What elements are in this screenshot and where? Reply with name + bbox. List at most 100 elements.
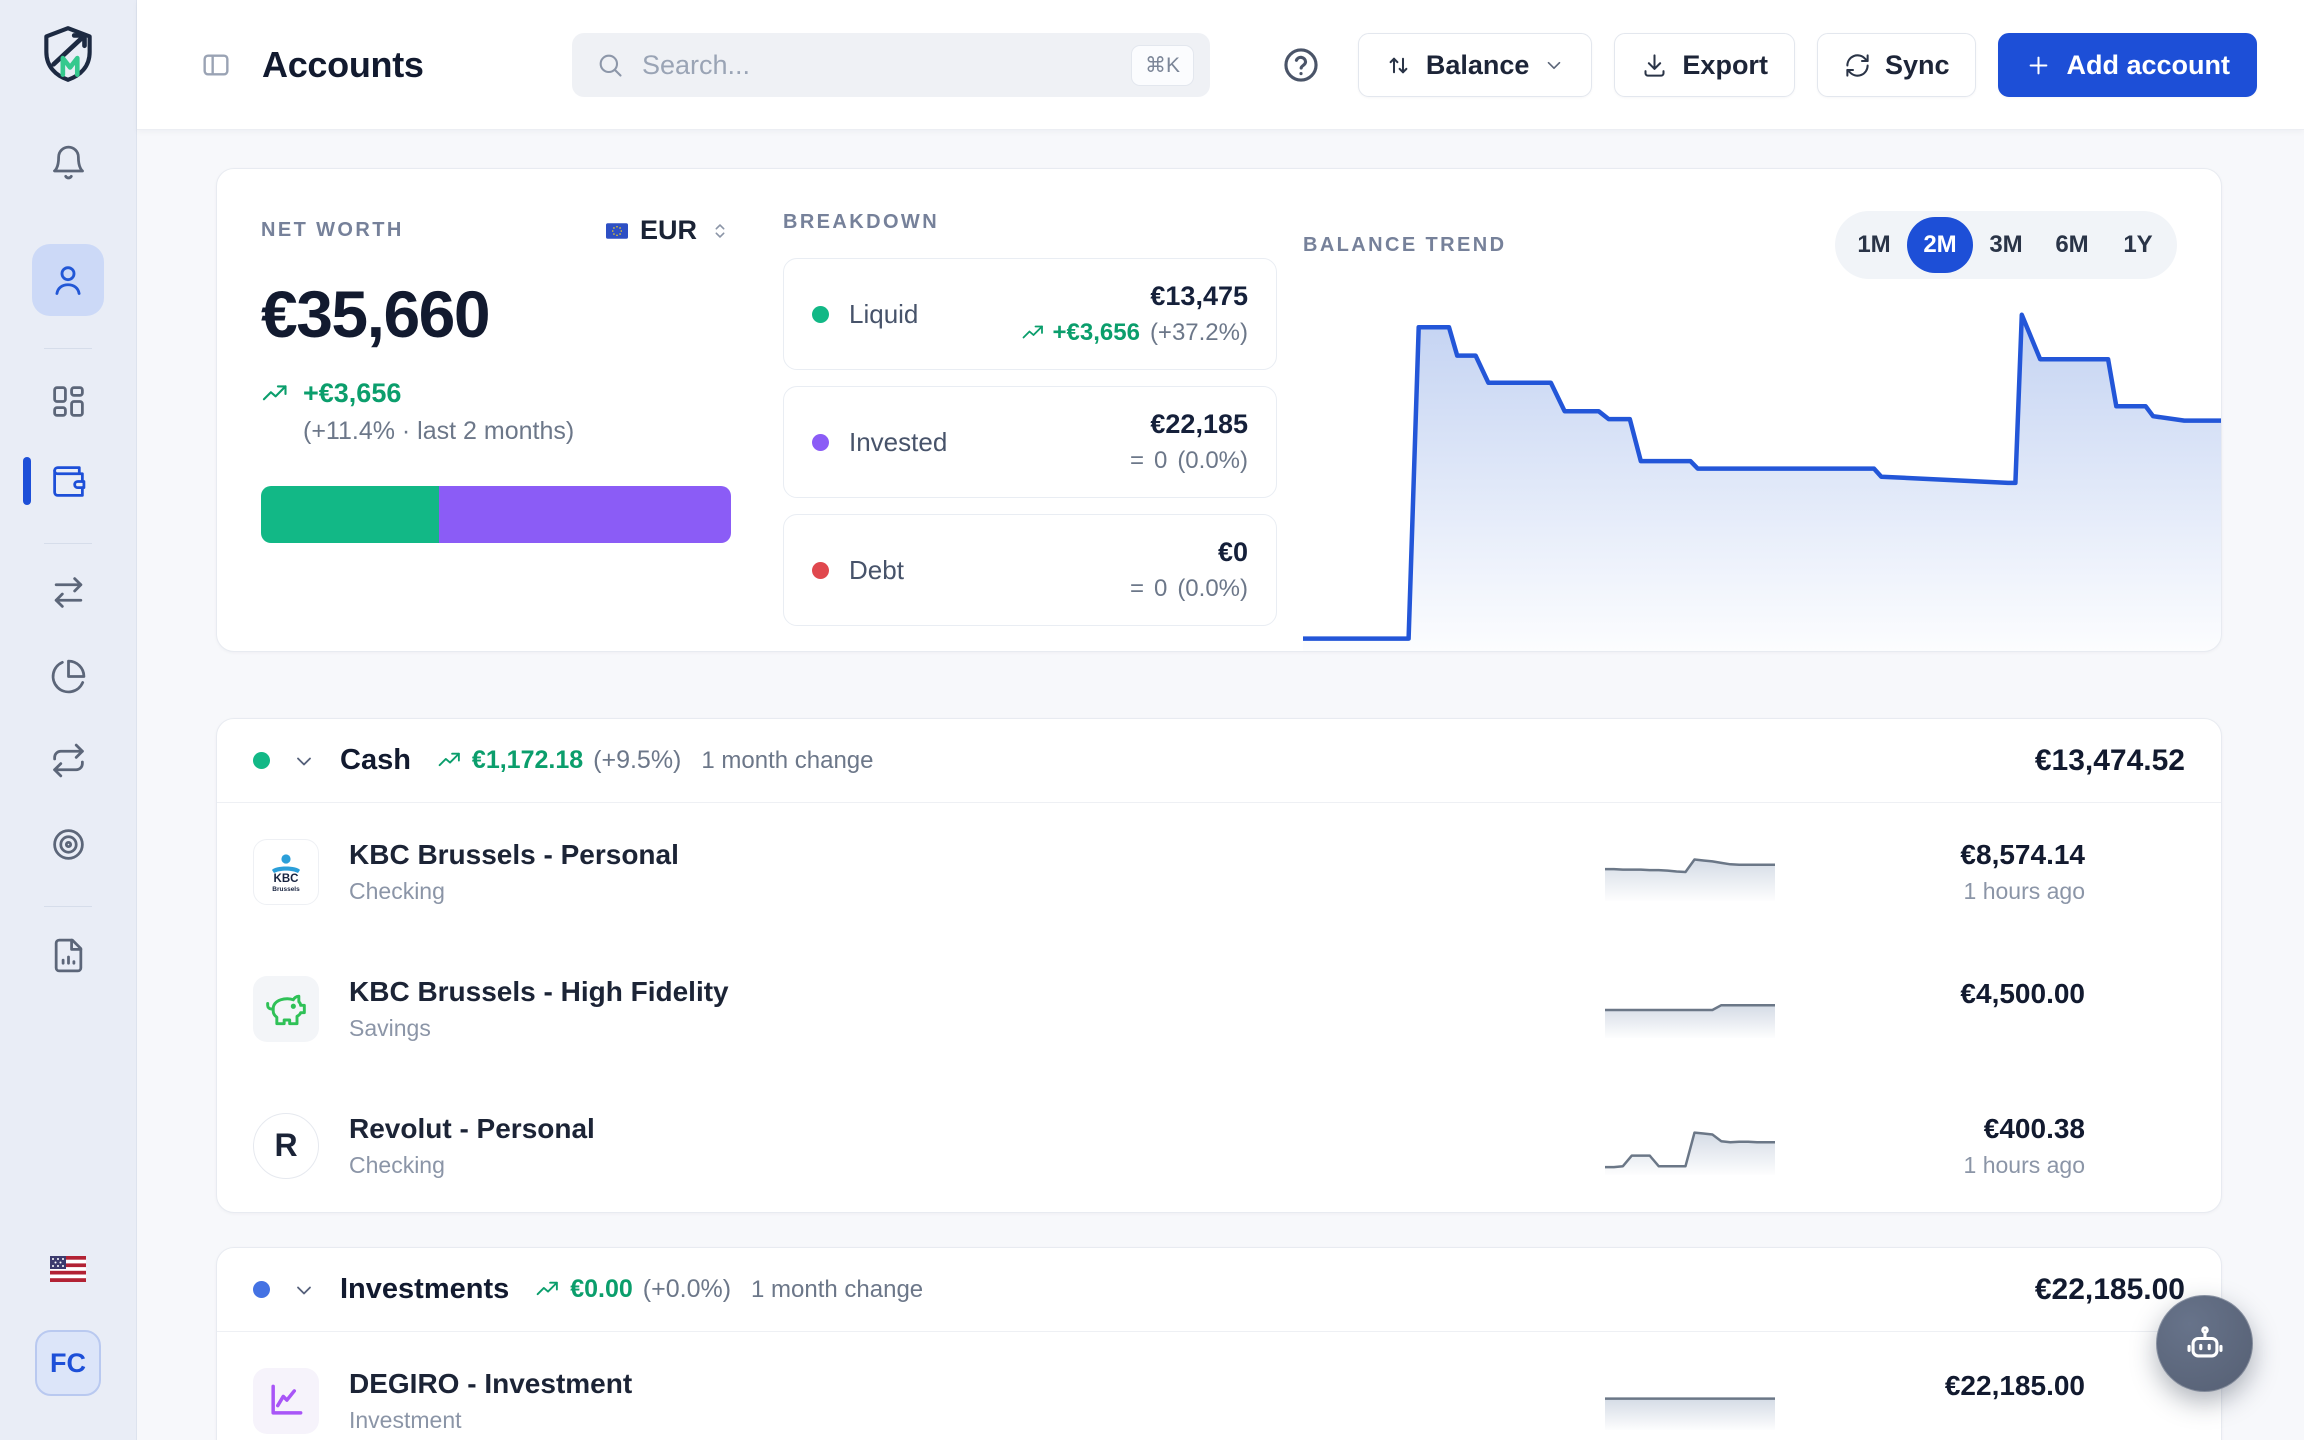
locale-flag-us[interactable] (50, 1256, 86, 1282)
add-account-button[interactable]: Add account (1998, 33, 2257, 97)
collapse-chevron-icon[interactable] (292, 749, 316, 773)
page-title: Accounts (262, 44, 424, 85)
period-1y[interactable]: 1Y (2123, 231, 2153, 258)
account-sparkline (1603, 1117, 1777, 1175)
search-box[interactable]: ⌘K (572, 33, 1210, 97)
chevron-up-down-icon (715, 223, 725, 238)
breakdown-item-change: +€3,656 (1052, 319, 1140, 346)
sidebar-divider (44, 543, 92, 544)
active-page-indicator (23, 457, 31, 505)
currency-selector[interactable]: EUR (605, 215, 731, 246)
main-content: NET WORTH EUR €35,660 +€3,656 (+11.4% · … (137, 130, 2304, 1440)
sort-by-button[interactable]: Balance (1357, 33, 1593, 97)
target-icon (52, 828, 84, 860)
account-updated: 1 hours ago (1963, 877, 2085, 904)
section-title: Cash (340, 744, 411, 776)
account-row-kbc-high-fidelity[interactable]: KBC Brussels - High Fidelity Savings €4,… (217, 940, 2221, 1077)
section-total: €13,474.52 (2034, 743, 2185, 777)
piggy-bank-icon (253, 975, 319, 1042)
section-total: €22,185.00 (2034, 1272, 2185, 1306)
sidebar-item-goals[interactable] (32, 816, 104, 872)
breakdown-item-name: Invested (849, 426, 948, 457)
assistant-bot-button[interactable] (2156, 1295, 2253, 1392)
sidebar-item-transactions[interactable] (32, 564, 104, 620)
help-icon[interactable] (1280, 44, 1322, 86)
sidebar-item-reports[interactable] (32, 927, 104, 983)
trend-up-icon (536, 1281, 559, 1296)
kbc-logo: KBC Brussels (253, 838, 319, 905)
cash-section-card: Cash €1,172.18 (+9.5%) 1 month change €1… (216, 718, 2222, 1213)
export-button[interactable]: Export (1614, 33, 1795, 97)
account-name: Revolut - Personal (349, 1112, 595, 1144)
account-row-kbc-personal[interactable]: KBC Brussels KBC Brussels - Personal Che… (217, 803, 2221, 940)
sidebar-item-notifications[interactable] (32, 140, 104, 184)
period-selector: 1M 2M 3M 6M 1Y (1835, 211, 2177, 279)
period-6m[interactable]: 6M (2055, 231, 2089, 258)
avatar-initials: FC (50, 1347, 86, 1378)
account-name: DEGIRO - Investment (349, 1367, 633, 1399)
account-updated: 1 hours ago (1963, 1151, 2085, 1178)
net-worth-change: +€3,656 (303, 378, 402, 408)
net-worth-change-detail: (+11.4% · last 2 months) (303, 417, 575, 445)
sidebar-item-accounts[interactable] (23, 453, 104, 509)
balance-trend-chart (1300, 295, 2221, 651)
account-type: Checking (349, 877, 445, 904)
account-row-revolut[interactable]: R Revolut - Personal Checking €400.38 1 … (217, 1077, 2221, 1212)
breakdown-item-invested: Invested €22,185 = 0 (0.0%) (783, 386, 1277, 498)
revolut-logo-letter: R (274, 1127, 298, 1163)
app-logo[interactable] (35, 20, 101, 88)
search-shortcut-badge: ⌘K (1130, 44, 1194, 86)
account-sparkline (1603, 980, 1777, 1038)
period-3m[interactable]: 3M (1989, 231, 2023, 258)
account-sparkline (1603, 843, 1777, 901)
breakdown-item-change: 0 (1153, 575, 1168, 602)
breakdown-item-value: €0 (1217, 537, 1248, 567)
breakdown-item-change-pct: (0.0%) (1177, 447, 1248, 474)
sync-button[interactable]: Sync (1816, 33, 1977, 97)
allocation-bar-liquid (261, 486, 439, 543)
report-file-icon (54, 938, 82, 972)
investments-section-card: Investments €0.00 (+0.0%) 1 month change… (216, 1247, 2222, 1440)
download-icon (1644, 53, 1665, 77)
kbc-logo-text: KBC (274, 873, 299, 885)
net-worth-card: NET WORTH EUR €35,660 +€3,656 (+11.4% · … (216, 168, 2222, 652)
sidebar-item-dashboard[interactable] (32, 373, 104, 429)
sidebar-item-recurring[interactable] (32, 732, 104, 788)
sidebar: FC (0, 0, 137, 1440)
kbc-logo-subtext: Brussels (272, 886, 300, 893)
sidebar-item-allocation[interactable] (32, 648, 104, 704)
sidebar-toggle-icon[interactable] (200, 49, 232, 81)
dashboard-grid-icon (52, 385, 84, 417)
account-balance: €22,185.00 (1944, 1369, 2085, 1401)
user-avatar[interactable]: FC (35, 1330, 101, 1396)
account-updated (1835, 1017, 2085, 1040)
account-sparkline (1603, 1372, 1777, 1430)
chevron-down-icon (1548, 61, 1561, 70)
sort-by-label: Balance (1425, 49, 1530, 80)
account-balance: €4,500.00 (1960, 977, 2085, 1009)
debt-dot (812, 561, 829, 579)
trend-up-icon (1022, 325, 1043, 339)
topbar: Accounts ⌘K Balance Export Sync Add acco… (137, 0, 2304, 130)
sidebar-item-profile[interactable] (32, 244, 104, 316)
period-1m[interactable]: 1M (1857, 231, 1891, 258)
bell-icon (52, 145, 84, 179)
trend-up-icon (262, 384, 287, 400)
account-row-degiro[interactable]: DEGIRO - Investment Investment €22,185.0… (217, 1332, 2221, 1440)
degiro-chart-icon (253, 1367, 319, 1434)
section-change: €1,172.18 (471, 746, 584, 774)
pie-chart-icon (51, 659, 85, 693)
search-input[interactable] (642, 49, 1131, 81)
breakdown-label: BREAKDOWN (783, 211, 940, 233)
sync-label: Sync (1884, 49, 1950, 80)
collapse-chevron-icon[interactable] (292, 1278, 316, 1302)
investments-dot (253, 1281, 270, 1298)
account-name: KBC Brussels - Personal (349, 838, 679, 870)
period-2m[interactable]: 2M (1907, 217, 1973, 273)
plus-icon (2030, 56, 2048, 74)
cash-dot (253, 752, 270, 769)
section-change: €0.00 (570, 1275, 633, 1303)
arrows-left-right-icon (54, 576, 82, 608)
search-icon (599, 54, 622, 77)
wallet-icon (52, 465, 85, 497)
